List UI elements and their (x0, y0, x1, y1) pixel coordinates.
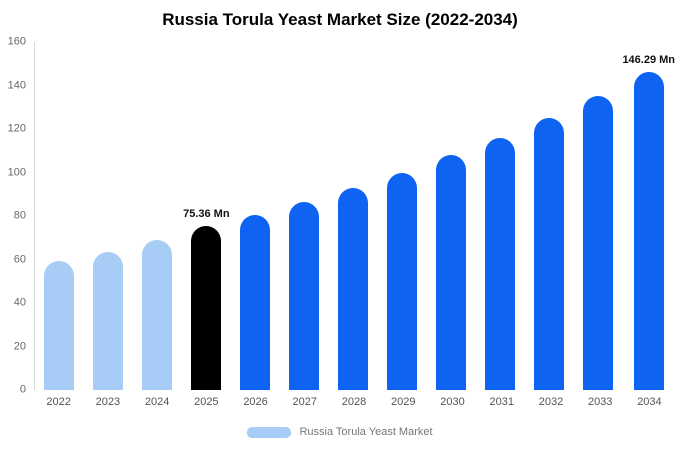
y-tick-label: 40 (13, 296, 26, 309)
x-tick-label: 2034 (637, 396, 662, 408)
bar-2028 (338, 187, 369, 390)
chart-title: Russia Torula Yeast Market Size (2022-20… (162, 10, 518, 29)
bar-column-2031 (476, 42, 525, 390)
y-tick-label: 160 (7, 35, 26, 48)
bar-column-2028 (329, 42, 378, 390)
bar-column-2022 (35, 42, 84, 390)
bar-2032 (534, 118, 564, 390)
bar-2022 (44, 260, 75, 390)
bar-2025 (191, 226, 222, 390)
x-tick-label: 2027 (292, 396, 318, 408)
bar-2029 (387, 172, 418, 390)
y-tick-label: 140 (7, 79, 26, 91)
x-tick-label: 2032 (538, 396, 564, 408)
bar-column-2033 (573, 42, 622, 390)
x-axis-labels: 2022 2023 2024 2025 2026 2027 2028 2029 2030 2031… (34, 396, 674, 408)
x-tick-label: 2023 (95, 396, 121, 408)
bar-2024 (142, 239, 173, 390)
y-tick-label: 100 (7, 166, 26, 178)
x-tick-label: 2024 (144, 396, 170, 408)
bar-column-2029 (378, 42, 427, 390)
y-axis: 0 20 40 60 80 100 120 140 160 (0, 36, 30, 395)
bar-2033 (582, 96, 613, 390)
bar-column-2024 (133, 42, 182, 390)
bar-value-label: 146.29 Mn (622, 53, 676, 66)
y-tick-label: 0 (19, 383, 26, 396)
x-tick-label: 2031 (489, 396, 514, 408)
x-tick-label: 2026 (243, 396, 268, 408)
y-tick-label: 60 (13, 253, 26, 265)
bar-column-2023 (84, 42, 133, 390)
x-tick-label: 2028 (341, 396, 367, 408)
bar-column-2034: 146.29 Mn (622, 42, 675, 390)
y-tick-label: 20 (13, 340, 26, 352)
bar-2026 (240, 214, 271, 390)
legend-label: Russia Torula Yeast Market (299, 426, 433, 438)
x-tick-label: 2030 (440, 396, 465, 408)
bar-column-2032 (525, 42, 574, 390)
plot-area: 75.36 Mn 146.29 Mn (34, 42, 675, 390)
bar-2030 (436, 155, 467, 390)
bar-column-2030 (427, 42, 476, 390)
bar-2027 (289, 201, 320, 390)
x-tick-label: 2025 (194, 396, 219, 408)
bar-column-2025: 75.36 Mn (182, 42, 231, 390)
y-tick-label: 80 (13, 209, 26, 222)
x-tick-label: 2022 (46, 396, 71, 408)
x-tick-label: 2033 (587, 396, 613, 408)
y-tick-label: 120 (7, 122, 26, 135)
x-tick-label: 2029 (391, 396, 416, 408)
bar-column-2026 (231, 42, 280, 390)
bar-value-label: 75.36 Mn (183, 208, 230, 221)
legend-swatch (247, 426, 292, 438)
bar-column-2027 (280, 42, 329, 390)
bar-2034 (633, 71, 664, 390)
legend: Russia Torula Yeast Market (0, 426, 680, 438)
bar-2023 (93, 251, 124, 390)
bar-2031 (485, 137, 516, 390)
